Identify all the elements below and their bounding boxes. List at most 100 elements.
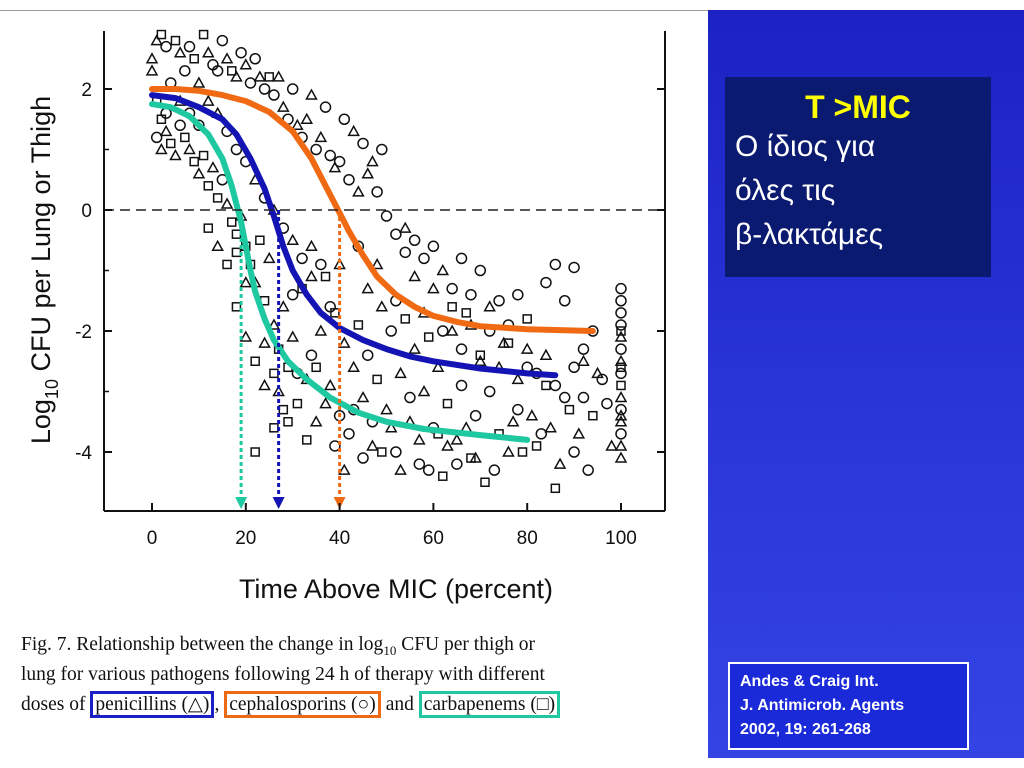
x-tick-label: 40 [329,528,350,549]
y-axis-label: Log10 CFU per Lung or Thigh [26,96,62,444]
circle-point [577,391,590,404]
triangle-point [253,70,267,82]
circle-point [558,295,571,307]
triangle-point [338,336,351,348]
circle-point [399,246,412,259]
square-point [522,314,532,324]
y-axis-label-rest: CFU per Lung or Thigh [26,96,56,379]
triangle-point [239,330,253,342]
circle-fit-curve [149,86,596,334]
circle-point [385,325,397,337]
circle-point [324,149,336,162]
triangle-mic-arrowhead [272,497,285,509]
reference-line: 2002, 19: 261-268 [740,721,871,738]
y-tick-label: -2 [75,322,92,343]
circle-point [483,385,496,398]
square-point [203,223,214,233]
circle-point [160,40,172,53]
circle-point [615,319,627,331]
triangle-point [605,439,618,451]
circle-point [390,446,402,458]
circle-point [216,34,229,47]
square-point [461,308,471,318]
square-point [278,404,289,415]
circle-point [568,361,580,374]
triangle-point [544,421,557,433]
square-point [311,362,321,373]
square-point [475,350,486,360]
fit-curves [149,86,596,443]
circle-point [577,343,590,355]
triangle-point [230,70,243,82]
square-point [423,332,434,342]
square-point [517,447,528,457]
circle-point [305,349,318,361]
y-tick-label: 2 [81,80,92,101]
circle-point [174,119,186,132]
circle-point [549,258,562,271]
triangle-point [192,76,206,88]
triangle-point [277,300,290,312]
circle-point [615,282,627,295]
triangle-point [469,451,482,463]
square-point [480,477,490,487]
triangle-point [431,360,445,373]
triangle-point [398,221,412,233]
circle-point [615,367,627,380]
triangle-point [361,282,375,294]
square-point [180,132,190,143]
triangle-point [338,463,351,475]
circle-point [268,89,280,101]
circle-point [540,276,552,289]
triangle-point [370,257,384,270]
triangle-point [413,433,426,445]
caption-and: and [385,694,414,715]
triangle-point [427,282,440,294]
triangle-point [319,397,332,409]
triangle-point [577,354,590,366]
square-point [198,150,209,161]
triangle-point [286,330,299,342]
square-point [255,235,265,245]
circle-point [455,379,468,392]
circle-point [357,452,369,464]
triangle-point [591,366,604,379]
circle-point [615,307,627,319]
caption-text: CFU per thigh or [396,634,535,655]
triangle-point [150,34,163,46]
square-point [503,338,514,348]
triangle-point [614,415,628,427]
square-point [189,54,199,64]
square-point [616,326,626,336]
triangle-point [366,439,379,451]
triangle-point [145,64,159,76]
circle-point [296,252,308,265]
circle-point [380,210,393,222]
axes [103,31,666,512]
circle-point [427,240,440,253]
circle-point [474,264,487,277]
subtitle-line: β-λακτάμες [735,218,884,251]
circle-point [512,288,524,301]
triangle-point [614,409,628,421]
circle-point [582,464,594,476]
square-point [531,441,542,451]
triangle-point [155,142,168,155]
circle-point [446,282,458,295]
triangle-point [408,342,421,354]
carbapenems-box: carbapenems (□) [418,691,561,718]
x-tick-label: 80 [517,528,538,549]
square-point [250,447,260,457]
triangle-point [352,185,365,197]
triangle-point [239,276,253,288]
triangle-point [375,300,389,312]
square-point [156,29,167,40]
tick-labels: 20-2-40 20 40 60 80 100 [75,80,637,549]
square-point [541,380,551,391]
circle-point [413,458,426,470]
triangle-point [380,403,393,415]
circle-point [343,174,355,186]
circle-point [150,131,163,144]
circle-point [179,65,191,77]
circle-point [310,143,322,156]
